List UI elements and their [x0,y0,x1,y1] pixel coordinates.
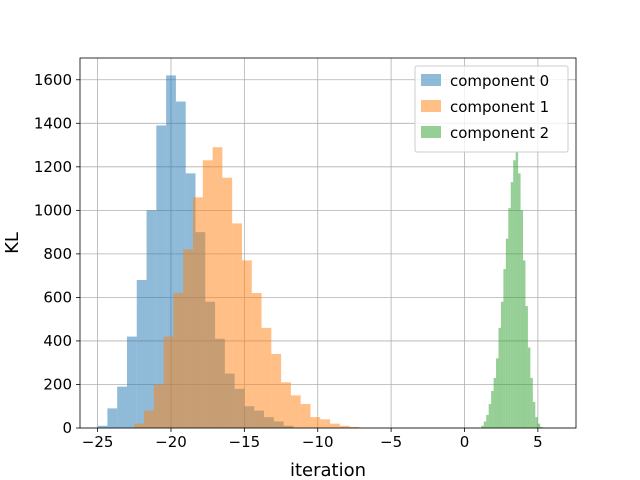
y-tick-label: 200 [43,375,72,393]
legend-swatch [421,100,441,112]
histogram-bar-series-2 [535,417,538,428]
histogram-bar-series-2 [483,421,487,428]
histogram-bar-series-0 [107,408,118,428]
histogram-bar-series-2 [510,182,514,428]
legend-label: component 1 [450,98,549,116]
histogram-bar-series-0 [136,280,147,428]
y-tick-label: 800 [43,245,72,263]
y-tick-label: 1000 [34,201,72,219]
histogram-bar-series-1 [339,425,350,428]
histogram-bar-series-1 [173,293,184,428]
y-axis-label: KL [2,232,23,254]
histogram-bar-series-2 [532,401,536,428]
histogram-bar-series-1 [320,419,331,428]
histogram-bar-series-2 [530,377,533,428]
histogram-bar-series-2 [488,404,492,428]
histogram-bar-series-0 [117,386,127,428]
histogram-bar-series-2 [500,301,504,428]
x-tick-label: 5 [533,433,543,451]
histogram-bar-series-0 [166,75,176,428]
histogram-bar-series-1 [193,197,203,428]
y-tick-label: 1600 [34,71,72,89]
histogram-bar-series-2 [505,238,509,428]
legend-swatch [421,126,441,138]
x-tick-label: −25 [82,433,114,451]
histogram-bar-series-1 [183,249,194,428]
histogram-bar-series-2 [523,260,526,428]
histogram-bar-series-2 [520,210,524,428]
histogram-bar-series-1 [163,336,174,428]
histogram-bar-series-1 [153,384,164,428]
x-tick-label: −15 [229,433,261,451]
histogram-bar-series-2 [491,391,494,428]
histogram-bar-series-1 [300,404,311,428]
axis-ticks: −25 −20 −15 −10 −5 0 5 0 200 400 600 800 1000 1200 140… [34,71,543,451]
histogram-bar-series-2 [481,425,484,428]
histogram-bar-series-1 [310,417,321,428]
x-tick-label: −20 [155,433,187,451]
histogram-bar-series-2 [513,160,516,428]
histogram-bar-series-1 [271,354,282,428]
x-tick-label: 0 [460,433,470,451]
histogram-bar-series-1 [232,223,242,428]
histogram-bar-series-2 [537,423,541,428]
histogram-bar-series-2 [515,151,519,428]
histogram-bar-series-0 [175,101,186,428]
histogram-bar-series-2 [525,306,528,428]
histogram-bar-series-1 [202,160,213,428]
histogram-bar-series-1 [212,147,223,428]
legend-box [414,65,569,153]
y-tick-label: 600 [43,288,72,306]
x-tick-label: −5 [380,433,402,451]
y-tick-label: 1400 [34,114,72,132]
legend-label: component 2 [450,124,549,142]
histogram-bar-series-0 [156,125,167,429]
y-tick-label: 0 [62,419,72,437]
histogram-bar-series-1 [134,423,145,428]
y-tick-label: 1200 [34,158,72,176]
histogram-bar-series-2 [503,269,506,428]
histogram-bar-series-1 [222,177,233,428]
histogram-bar-series-1 [241,260,252,428]
histogram-bar-series-2 [496,358,499,428]
histogram-bar-series-2 [508,208,511,428]
histogram-bar-series-2 [527,347,531,428]
histogram-bar-series-1 [251,293,262,428]
y-tick-label: 400 [43,332,72,350]
legend-swatch [421,74,441,86]
histogram-bar-series-0 [97,425,108,428]
histogram-bar-series-1 [330,423,340,428]
histogram-bar-series-1 [144,410,154,428]
histogram-bar-series-1 [349,426,360,428]
histogram-bar-series-2 [493,377,497,428]
x-axis-label: iteration [290,460,366,480]
histogram-bar-series-2 [518,173,521,428]
legend: component 0 component 1 component 2 [414,65,569,153]
histogram-bar-series-2 [486,414,489,428]
histogram-bar-series-2 [498,327,501,428]
histogram-bar-series-1 [281,382,291,428]
histogram-bar-series-1 [290,395,301,428]
histogram-bar-series-1 [261,327,272,428]
x-tick-label: −10 [302,433,334,451]
histogram-bar-series-0 [146,210,157,428]
plot-frame [79,57,577,429]
bars [97,75,543,429]
legend-label: component 0 [450,72,549,90]
histogram-bar-series-2 [540,426,543,428]
histogram-bar-series-0 [126,336,137,428]
